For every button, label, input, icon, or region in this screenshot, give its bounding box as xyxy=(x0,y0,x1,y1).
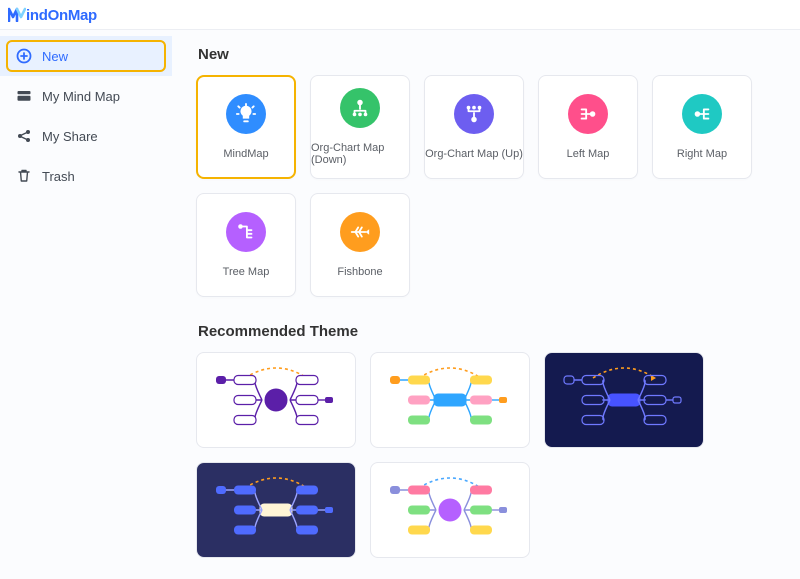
template-card-label: Org-Chart Map (Down) xyxy=(311,142,409,166)
template-card-tree-map[interactable]: Tree Map xyxy=(196,193,296,297)
template-card-label: Right Map xyxy=(677,148,727,160)
left-map-icon xyxy=(568,94,608,134)
template-grid: MindMap Org-Chart Map (Down) Org-Chart Map… xyxy=(196,75,780,297)
topbar: indOnMap xyxy=(0,0,800,30)
template-card-label: Left Map xyxy=(567,148,610,160)
trash-icon xyxy=(16,168,32,184)
template-card-fishbone[interactable]: Fishbone xyxy=(310,193,410,297)
theme-card-theme-purple-light[interactable] xyxy=(196,352,356,448)
template-card-label: Fishbone xyxy=(337,266,382,278)
sidebar-item-label: New xyxy=(42,49,68,64)
right-map-icon xyxy=(682,94,722,134)
sidebar-item-myshare[interactable]: My Share xyxy=(0,116,172,156)
main-panel: New MindMap Org-Chart Map (Down) Org-Chart… xyxy=(172,30,800,579)
sidebar: New My Mind Map My Share Trash xyxy=(0,30,172,579)
sidebar-item-label: My Share xyxy=(42,129,98,144)
org-up-icon xyxy=(454,94,494,134)
plus-circle-icon xyxy=(16,48,32,64)
theme-card-theme-pastel-circle[interactable] xyxy=(370,462,530,558)
template-card-label: Tree Map xyxy=(223,266,270,278)
section-title-new: New xyxy=(198,46,780,63)
fishbone-icon xyxy=(340,212,380,252)
theme-card-theme-rainbow-bars[interactable] xyxy=(370,352,530,448)
template-card-label: Org-Chart Map (Up) xyxy=(425,148,523,160)
share-icon xyxy=(16,128,32,144)
sidebar-item-label: Trash xyxy=(42,169,75,184)
sidebar-item-mymindmap[interactable]: My Mind Map xyxy=(0,76,172,116)
template-card-label: MindMap xyxy=(223,148,268,160)
mindmap-icon xyxy=(226,94,266,134)
sidebar-item-new[interactable]: New xyxy=(0,36,172,76)
tree-map-icon xyxy=(226,212,266,252)
org-down-icon xyxy=(340,88,380,128)
logo[interactable]: indOnMap xyxy=(8,6,97,24)
template-card-right-map[interactable]: Right Map xyxy=(652,75,752,179)
folder-icon xyxy=(16,88,32,104)
theme-grid xyxy=(196,352,780,558)
template-card-left-map[interactable]: Left Map xyxy=(538,75,638,179)
theme-card-theme-indigo-dark[interactable] xyxy=(196,462,356,558)
logo-text: indOnMap xyxy=(26,7,97,24)
template-card-mindmap[interactable]: MindMap xyxy=(196,75,296,179)
sidebar-item-label: My Mind Map xyxy=(42,89,120,104)
sidebar-item-trash[interactable]: Trash xyxy=(0,156,172,196)
theme-card-theme-navy-dark[interactable] xyxy=(544,352,704,448)
template-card-org-up[interactable]: Org-Chart Map (Up) xyxy=(424,75,524,179)
section-title-recommended: Recommended Theme xyxy=(198,323,780,340)
template-card-org-down[interactable]: Org-Chart Map (Down) xyxy=(310,75,410,179)
